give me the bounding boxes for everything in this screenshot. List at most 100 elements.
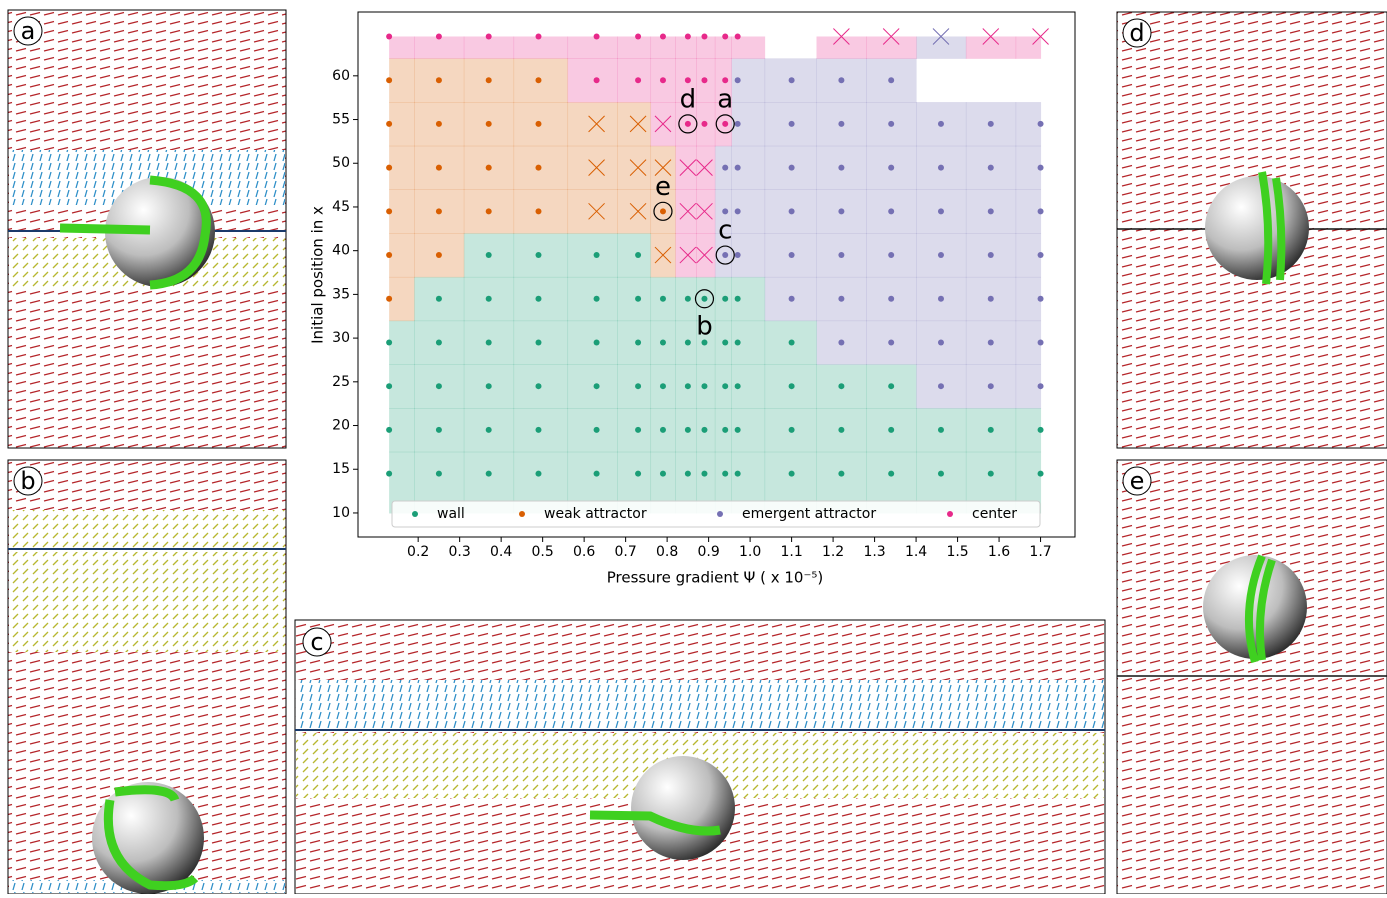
point (734, 470, 741, 477)
region-cell (567, 189, 618, 234)
point (722, 252, 729, 259)
point (788, 120, 795, 127)
region-cell (617, 320, 652, 365)
region-cell (696, 189, 716, 234)
point (788, 208, 795, 215)
point (635, 33, 642, 40)
point (593, 426, 600, 433)
region-cell (816, 36, 867, 59)
region-cell (866, 36, 917, 59)
point (635, 339, 642, 346)
region-cell (567, 233, 618, 278)
point (701, 33, 708, 40)
region-cell (567, 364, 618, 409)
point (659, 426, 666, 433)
cross-marker (833, 28, 850, 45)
region-cell (1015, 189, 1042, 234)
panel-label: b (20, 467, 35, 495)
point (888, 77, 895, 84)
point (593, 470, 600, 477)
region-cell (414, 36, 465, 59)
region-cell (567, 320, 618, 365)
point (888, 339, 895, 346)
region-cell (731, 36, 766, 59)
annotation-label: a (717, 84, 733, 114)
region-cell (1015, 320, 1042, 365)
region-cell (675, 233, 697, 278)
region-cell (965, 36, 1017, 59)
region-cell (567, 58, 618, 103)
point (838, 77, 845, 84)
point (485, 339, 492, 346)
point (701, 339, 708, 346)
region-cell (617, 58, 652, 103)
point (593, 295, 600, 302)
point (386, 252, 393, 259)
region-cell (389, 145, 415, 190)
point (659, 208, 666, 215)
point (937, 383, 944, 390)
region-cell (617, 145, 652, 190)
point (987, 252, 994, 259)
point (722, 208, 729, 215)
chart: Initial position in x Pressure gradient … (309, 11, 1076, 587)
point (684, 383, 691, 390)
point (701, 77, 708, 84)
point (838, 383, 845, 390)
y-tick-label: 25 (332, 374, 350, 390)
point (788, 252, 795, 259)
point (937, 164, 944, 171)
region-cell (389, 276, 415, 322)
region-cell (714, 451, 732, 514)
point (788, 426, 795, 433)
point (838, 252, 845, 259)
point (734, 77, 741, 84)
point (684, 339, 691, 346)
annotation-circle (715, 245, 735, 265)
point (593, 339, 600, 346)
point (485, 426, 492, 433)
cross-marker (629, 115, 647, 133)
region-cell (916, 36, 967, 59)
point (888, 164, 895, 171)
point (386, 33, 393, 40)
point (635, 77, 642, 84)
point (386, 120, 393, 127)
point (659, 77, 666, 84)
region-cell (617, 233, 652, 278)
x-tick-label: 1.4 (905, 544, 927, 560)
region-cell (389, 320, 415, 365)
point (734, 252, 741, 259)
x-tick-label: 1.2 (822, 544, 844, 560)
point (593, 33, 600, 40)
point (435, 295, 442, 302)
point (788, 164, 795, 171)
region-cell (1015, 408, 1042, 453)
panel-label: d (1129, 19, 1144, 47)
point (386, 383, 393, 390)
y-tick-label: 30 (332, 330, 350, 346)
region-cell (617, 364, 652, 409)
x-tick-label: 1.3 (863, 544, 885, 560)
cross-marker (629, 202, 647, 220)
point (485, 295, 492, 302)
annotation-circle (715, 114, 735, 134)
point (888, 295, 895, 302)
point (1037, 295, 1044, 302)
annotation-label: e (655, 172, 671, 202)
point (788, 383, 795, 390)
point (435, 33, 442, 40)
panel-label: a (21, 17, 36, 45)
point (701, 295, 708, 302)
legend-label: center (972, 506, 1017, 522)
point (485, 164, 492, 171)
point (937, 208, 944, 215)
point (888, 252, 895, 259)
point (1037, 339, 1044, 346)
point (888, 120, 895, 127)
cross-marker (679, 246, 697, 264)
cross-marker (982, 28, 1000, 45)
x-axis-label: Pressure gradient Ψ ( x 10⁻⁵) (607, 569, 823, 587)
region-cell (1015, 102, 1042, 147)
annotation-circle (694, 289, 715, 309)
